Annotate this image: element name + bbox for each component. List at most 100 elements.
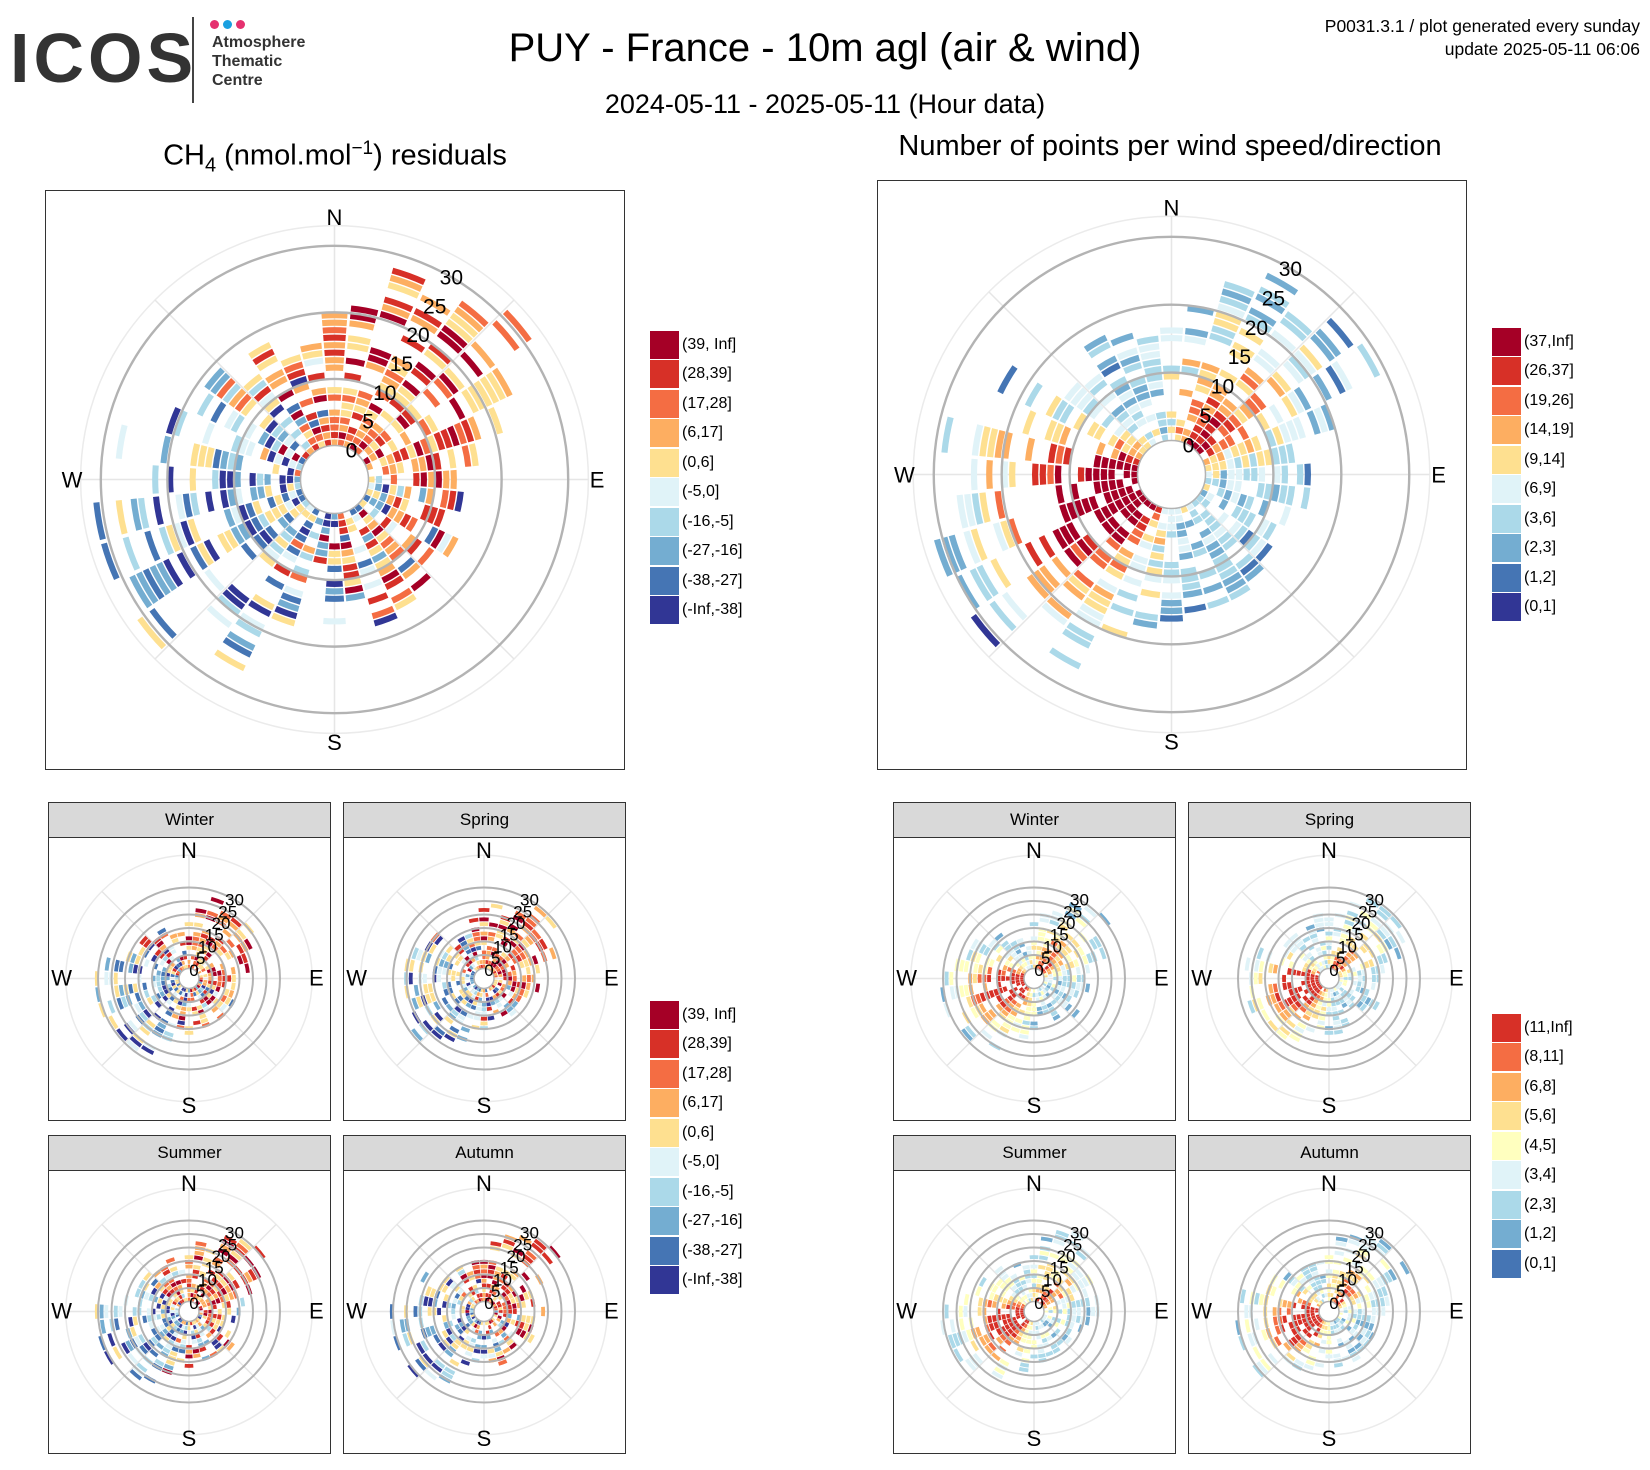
rose-cell — [482, 1288, 486, 1293]
rose-cell — [1055, 485, 1065, 504]
rose-cell — [1015, 979, 1020, 984]
speed-ring — [1264, 1246, 1394, 1377]
rose-cell — [465, 1312, 470, 1317]
rose-cell — [1006, 1313, 1011, 1319]
rose-cell — [281, 492, 290, 503]
rose-cell — [456, 980, 461, 986]
rose-cell — [1255, 543, 1273, 562]
rose-cell — [1332, 960, 1337, 966]
rose-cell — [243, 938, 253, 950]
rose-cell — [470, 1322, 476, 1327]
rose-cell — [1060, 986, 1066, 993]
legend-label: (37,Inf] — [1524, 332, 1574, 350]
legend-label: (4,5] — [1524, 1136, 1557, 1154]
rose-cell — [374, 500, 385, 511]
rose-cell — [1132, 509, 1143, 520]
rose-cell — [195, 951, 201, 957]
rose-cell — [1166, 411, 1177, 418]
rose-cell — [1301, 971, 1306, 977]
rose-cell — [1167, 426, 1176, 433]
rose-cell — [146, 997, 154, 1006]
rose-cell — [209, 1328, 216, 1335]
direction-spoke — [1328, 1310, 1417, 1400]
rose-cell — [327, 558, 342, 565]
rose-cell — [465, 1306, 470, 1311]
rose-cell — [1023, 1294, 1028, 1300]
rose-cell — [355, 397, 370, 408]
rose-cell — [1179, 551, 1194, 561]
rose-cell — [1378, 1238, 1392, 1251]
rose-cell — [236, 955, 244, 965]
rose-cell — [1300, 487, 1311, 510]
rose-cell — [499, 919, 510, 927]
rose-cell — [1192, 547, 1208, 558]
rose-cell — [280, 354, 302, 367]
rose-cell — [130, 1326, 137, 1337]
rose-cell — [1305, 976, 1310, 981]
direction-spoke — [1033, 1223, 1122, 1313]
rose-cell — [422, 973, 427, 984]
rose-cell — [1283, 1272, 1292, 1281]
rose-cell — [1036, 1283, 1042, 1289]
rose-cell — [1098, 912, 1111, 927]
legend-item: (28,39] — [650, 1030, 742, 1060]
rose-cell — [271, 612, 296, 627]
rose-cell — [1290, 1328, 1298, 1336]
rose-cell — [972, 973, 977, 984]
rose-cell — [299, 423, 311, 433]
rose-cell — [487, 1324, 492, 1330]
rose-cell — [1151, 512, 1161, 521]
rose-cell — [1305, 924, 1315, 931]
rose-cell — [1077, 946, 1085, 956]
rose-cell — [1274, 992, 1282, 1002]
rose-cell — [156, 1314, 162, 1320]
rose-cell — [454, 1292, 461, 1300]
rose-cell — [1032, 955, 1036, 960]
radial-tick-label: 15 — [205, 926, 224, 945]
legend-item: (14,19] — [1492, 416, 1574, 446]
rose-cell — [1148, 519, 1159, 528]
rose-cell — [1043, 979, 1048, 982]
rose-cell — [1209, 389, 1225, 403]
rose-cell — [1044, 419, 1058, 441]
rose-cell — [1310, 1002, 1317, 1009]
rose-cell — [1020, 1312, 1025, 1315]
speed-ring — [446, 940, 522, 1017]
radial-tick-label: 10 — [198, 1270, 217, 1289]
rose-cell — [993, 988, 1000, 996]
rose-cell — [1202, 403, 1216, 415]
rose-cell — [368, 544, 383, 557]
rose-cell — [219, 1278, 228, 1287]
rose-cell — [1200, 429, 1211, 440]
rose-cell — [1219, 369, 1238, 384]
rose-cell — [240, 398, 257, 417]
rose-cell — [1032, 988, 1036, 993]
rose-cell — [1298, 1285, 1306, 1292]
rose-cell — [362, 532, 375, 543]
compass-label-s: S — [182, 1093, 197, 1118]
rose-cell — [457, 1335, 465, 1342]
rose-cell — [1324, 1030, 1334, 1035]
rose-cell — [157, 1297, 163, 1304]
rose-cell — [381, 303, 411, 320]
rose-cell — [1061, 1333, 1069, 1342]
rose-cell — [1294, 1358, 1305, 1367]
rose-cell — [191, 1339, 198, 1345]
rose-cell — [307, 372, 325, 382]
rose-cell — [1222, 419, 1236, 433]
rose-cell — [173, 522, 188, 549]
rose-cell — [223, 1235, 237, 1245]
rose-cell — [1007, 518, 1023, 546]
legend-swatch — [1492, 534, 1521, 563]
rose-cell — [210, 966, 216, 973]
rose-cell — [991, 1019, 1001, 1029]
rose-cell — [223, 508, 236, 528]
rose-cell — [948, 534, 967, 571]
rose-cell — [501, 1243, 514, 1251]
rose-cell — [1299, 944, 1307, 952]
rose-cell — [472, 1284, 478, 1290]
rose-cell — [367, 354, 389, 367]
rose-cell — [476, 991, 481, 997]
rose-cell — [445, 1003, 454, 1012]
rose-cell — [1041, 1004, 1048, 1011]
